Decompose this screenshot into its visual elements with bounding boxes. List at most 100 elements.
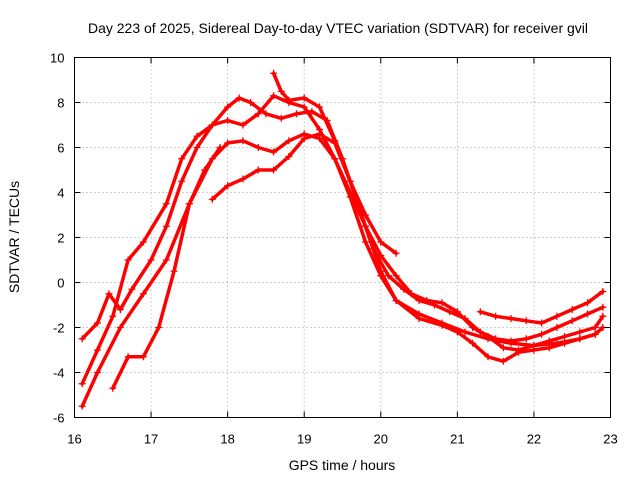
y-tick-label: -4: [53, 366, 65, 381]
data-point-marker: [93, 369, 101, 376]
data-point-marker: [599, 288, 607, 295]
data-point-marker: [469, 324, 477, 331]
data-point-marker: [484, 335, 492, 343]
series-line: [80, 96, 605, 343]
data-point-marker: [576, 335, 584, 343]
data-point-marker: [308, 108, 316, 115]
data-point-marker: [254, 166, 262, 174]
data-point-marker: [316, 130, 324, 138]
data-point-marker: [93, 319, 101, 327]
data-point-marker: [507, 315, 515, 322]
data-point-marker: [492, 312, 500, 320]
data-point-marker: [193, 132, 201, 140]
data-point-marker: [235, 94, 243, 102]
data-point-marker: [139, 238, 147, 246]
data-point-marker: [239, 137, 247, 145]
data-point-marker: [361, 211, 369, 219]
data-point-marker: [78, 402, 86, 410]
data-point-marker: [78, 380, 86, 388]
y-tick-label: 0: [57, 276, 64, 291]
data-point-marker: [239, 175, 247, 183]
data-point-marker: [545, 344, 553, 352]
x-tick-label: 18: [220, 432, 234, 447]
data-point-marker: [124, 353, 132, 361]
data-point-marker: [377, 252, 385, 259]
data-point-marker: [224, 103, 232, 111]
data-point-marker: [377, 238, 385, 246]
data-point-marker: [584, 310, 592, 318]
data-point-marker: [193, 144, 201, 151]
data-point-marker: [561, 333, 569, 340]
data-point-marker: [124, 256, 132, 264]
x-tick-label: 23: [603, 432, 617, 447]
data-point-marker: [438, 321, 446, 329]
data-point-marker: [105, 290, 113, 298]
series-trace-6: [270, 69, 400, 257]
data-point-marker: [300, 135, 308, 142]
data-point-marker: [484, 353, 492, 361]
y-tick-label: -2: [53, 321, 65, 336]
data-point-marker: [208, 195, 216, 203]
data-point-marker: [254, 110, 262, 118]
data-point-marker: [162, 200, 170, 208]
data-point-marker: [438, 299, 446, 307]
data-point-marker: [377, 267, 385, 275]
data-point-marker: [270, 69, 278, 77]
data-point-marker: [109, 312, 117, 320]
data-point-marker: [116, 324, 124, 331]
data-point-marker: [178, 155, 186, 163]
data-point-marker: [346, 193, 354, 201]
series-line: [271, 71, 398, 256]
data-point-marker: [277, 87, 285, 95]
data-point-marker: [346, 177, 354, 185]
data-point-marker: [591, 330, 599, 338]
data-point-marker: [361, 238, 369, 246]
y-tick-label: 6: [57, 141, 64, 156]
x-tick-label: 17: [144, 432, 158, 447]
data-point-marker: [461, 328, 469, 336]
data-point-marker: [361, 222, 369, 230]
data-point-marker: [553, 324, 561, 331]
series-trace-2: [78, 92, 607, 388]
data-point-marker: [469, 339, 477, 347]
series-trace-5: [208, 130, 599, 365]
data-point-marker: [561, 339, 569, 347]
data-point-marker: [116, 306, 124, 313]
data-point-marker: [392, 297, 400, 304]
data-point-marker: [316, 103, 324, 111]
data-point-marker: [392, 249, 400, 257]
data-point-marker: [515, 348, 523, 356]
data-point-marker: [331, 155, 339, 163]
x-axis-label: GPS time / hours: [289, 457, 396, 473]
data-point-marker: [538, 319, 546, 327]
data-point-marker: [277, 114, 285, 122]
data-point-marker: [139, 353, 147, 361]
data-point-marker: [415, 315, 423, 322]
data-point-marker: [499, 344, 507, 352]
data-point-marker: [109, 384, 117, 392]
data-point-marker: [499, 357, 507, 365]
series-trace-3: [78, 130, 607, 410]
chart-title: Day 223 of 2025, Sidereal Day-to-day VTE…: [88, 20, 588, 36]
data-point-marker: [599, 312, 607, 320]
data-point-marker: [407, 290, 415, 298]
data-point-marker: [78, 335, 86, 343]
data-point-marker: [224, 117, 232, 124]
data-point-marker: [170, 267, 178, 275]
data-point-marker: [93, 346, 101, 354]
y-tick-label: 4: [57, 186, 64, 201]
data-point-marker: [224, 182, 232, 190]
data-point-marker: [239, 121, 247, 129]
series-line: [478, 289, 605, 325]
data-point-marker: [270, 166, 278, 174]
data-point-marker: [293, 110, 301, 118]
data-point-marker: [576, 328, 584, 336]
data-point-marker: [247, 99, 255, 106]
data-point-marker: [384, 272, 392, 280]
data-point-marker: [155, 324, 163, 331]
series-trace-7: [476, 288, 607, 327]
data-point-marker: [591, 324, 599, 331]
data-point-marker: [599, 303, 607, 311]
data-point-marker: [178, 177, 186, 185]
data-point-marker: [254, 144, 262, 151]
